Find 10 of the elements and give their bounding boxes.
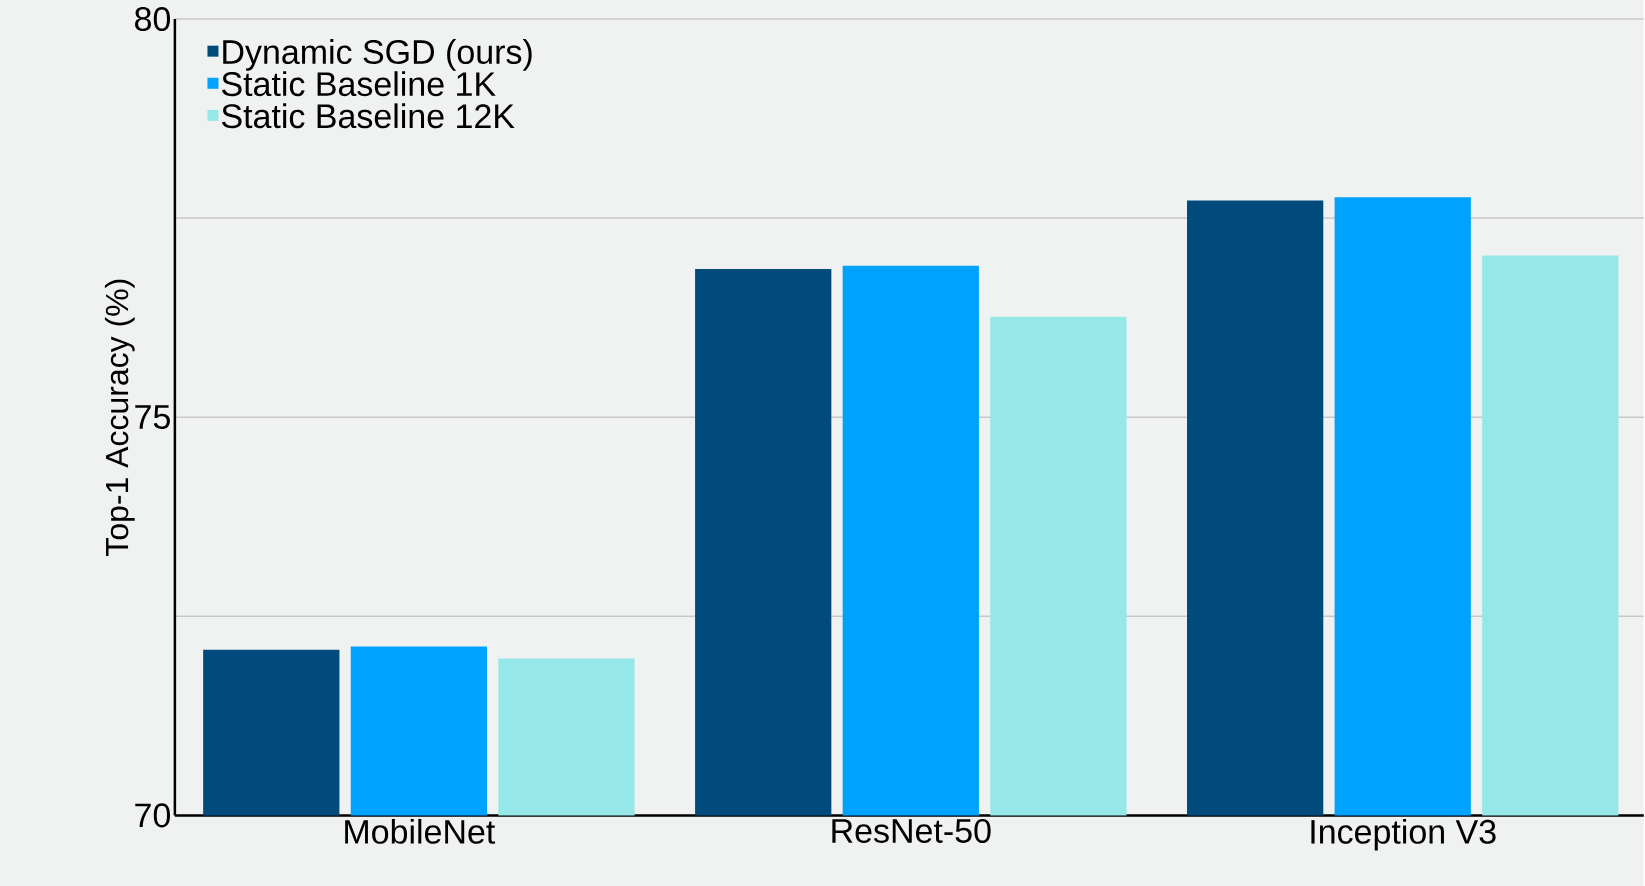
y-axis-title: Top-1 Accuracy (%) [104, 279, 135, 556]
y-tick-label: 70 [135, 803, 171, 828]
x-tick-label: ResNet-50 [832, 818, 991, 843]
x-tick-label: MobileNet [345, 818, 496, 844]
legend-label: Static Baseline 1K [221, 71, 496, 97]
y-tick-label: 80 [135, 6, 171, 31]
y-tick-label: 75 [135, 405, 170, 429]
legend-label: Dynamic SGD (ours) [223, 38, 532, 71]
x-tick-label: Inception V3 [1311, 818, 1496, 851]
legend-label: Static Baseline 12K [221, 103, 515, 129]
